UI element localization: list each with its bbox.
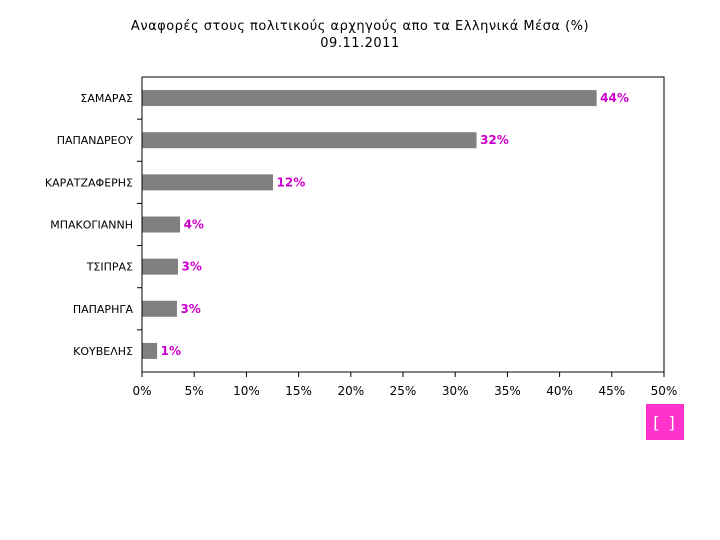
- category-label: ΤΣΙΠΡΑΣ: [86, 261, 133, 274]
- x-tick-label: 20%: [337, 384, 364, 398]
- data-label: 3%: [181, 260, 201, 274]
- x-tick-label: 0%: [132, 384, 151, 398]
- x-tick-label: 5%: [185, 384, 204, 398]
- data-label: 4%: [184, 218, 204, 232]
- chart-title: Αναφορές στους πολιτικούς αρχηγούς απο τ…: [130, 19, 590, 34]
- category-label: ΠΑΠΑΡΗΓΑ: [73, 303, 134, 316]
- x-tick-label: 35%: [494, 384, 521, 398]
- bar: [142, 258, 178, 275]
- category-label: ΚΟΥΒΕΛΗΣ: [73, 345, 133, 358]
- category-label: ΠΑΠΑΝΔΡΕΟΥ: [57, 134, 134, 147]
- x-tick-label: 40%: [546, 384, 573, 398]
- x-tick-label: 15%: [285, 384, 312, 398]
- x-tick-label: 25%: [390, 384, 417, 398]
- x-tick-label: 10%: [233, 384, 260, 398]
- bar: [142, 300, 177, 317]
- bar: [142, 216, 181, 233]
- plot-frame: [141, 76, 665, 373]
- data-label: 44%: [600, 91, 629, 105]
- chart-subtitle: 09.11.2011: [320, 36, 400, 51]
- bar: [142, 342, 158, 359]
- bar: [142, 132, 477, 149]
- bracket-badge-button[interactable]: [ ]: [646, 404, 684, 440]
- category-label: ΣΑΜΑΡΑΣ: [80, 92, 133, 105]
- x-tick-label: 30%: [442, 384, 469, 398]
- x-tick-label: 45%: [598, 384, 625, 398]
- data-label: 12%: [277, 175, 306, 189]
- bar: [142, 174, 273, 191]
- bar: [142, 90, 597, 107]
- x-tick-label: 50%: [651, 384, 678, 398]
- data-label: 3%: [180, 302, 200, 316]
- category-label: ΚΑΡΑΤΖΑΦΕΡΗΣ: [45, 176, 133, 189]
- data-label: 1%: [161, 344, 181, 358]
- chart-title-block: Αναφορές στους πολιτικούς αρχηγούς απο τ…: [0, 18, 720, 52]
- category-label: ΜΠΑΚΟΓΙΑΝΝΗ: [50, 219, 133, 232]
- data-label: 32%: [480, 133, 509, 147]
